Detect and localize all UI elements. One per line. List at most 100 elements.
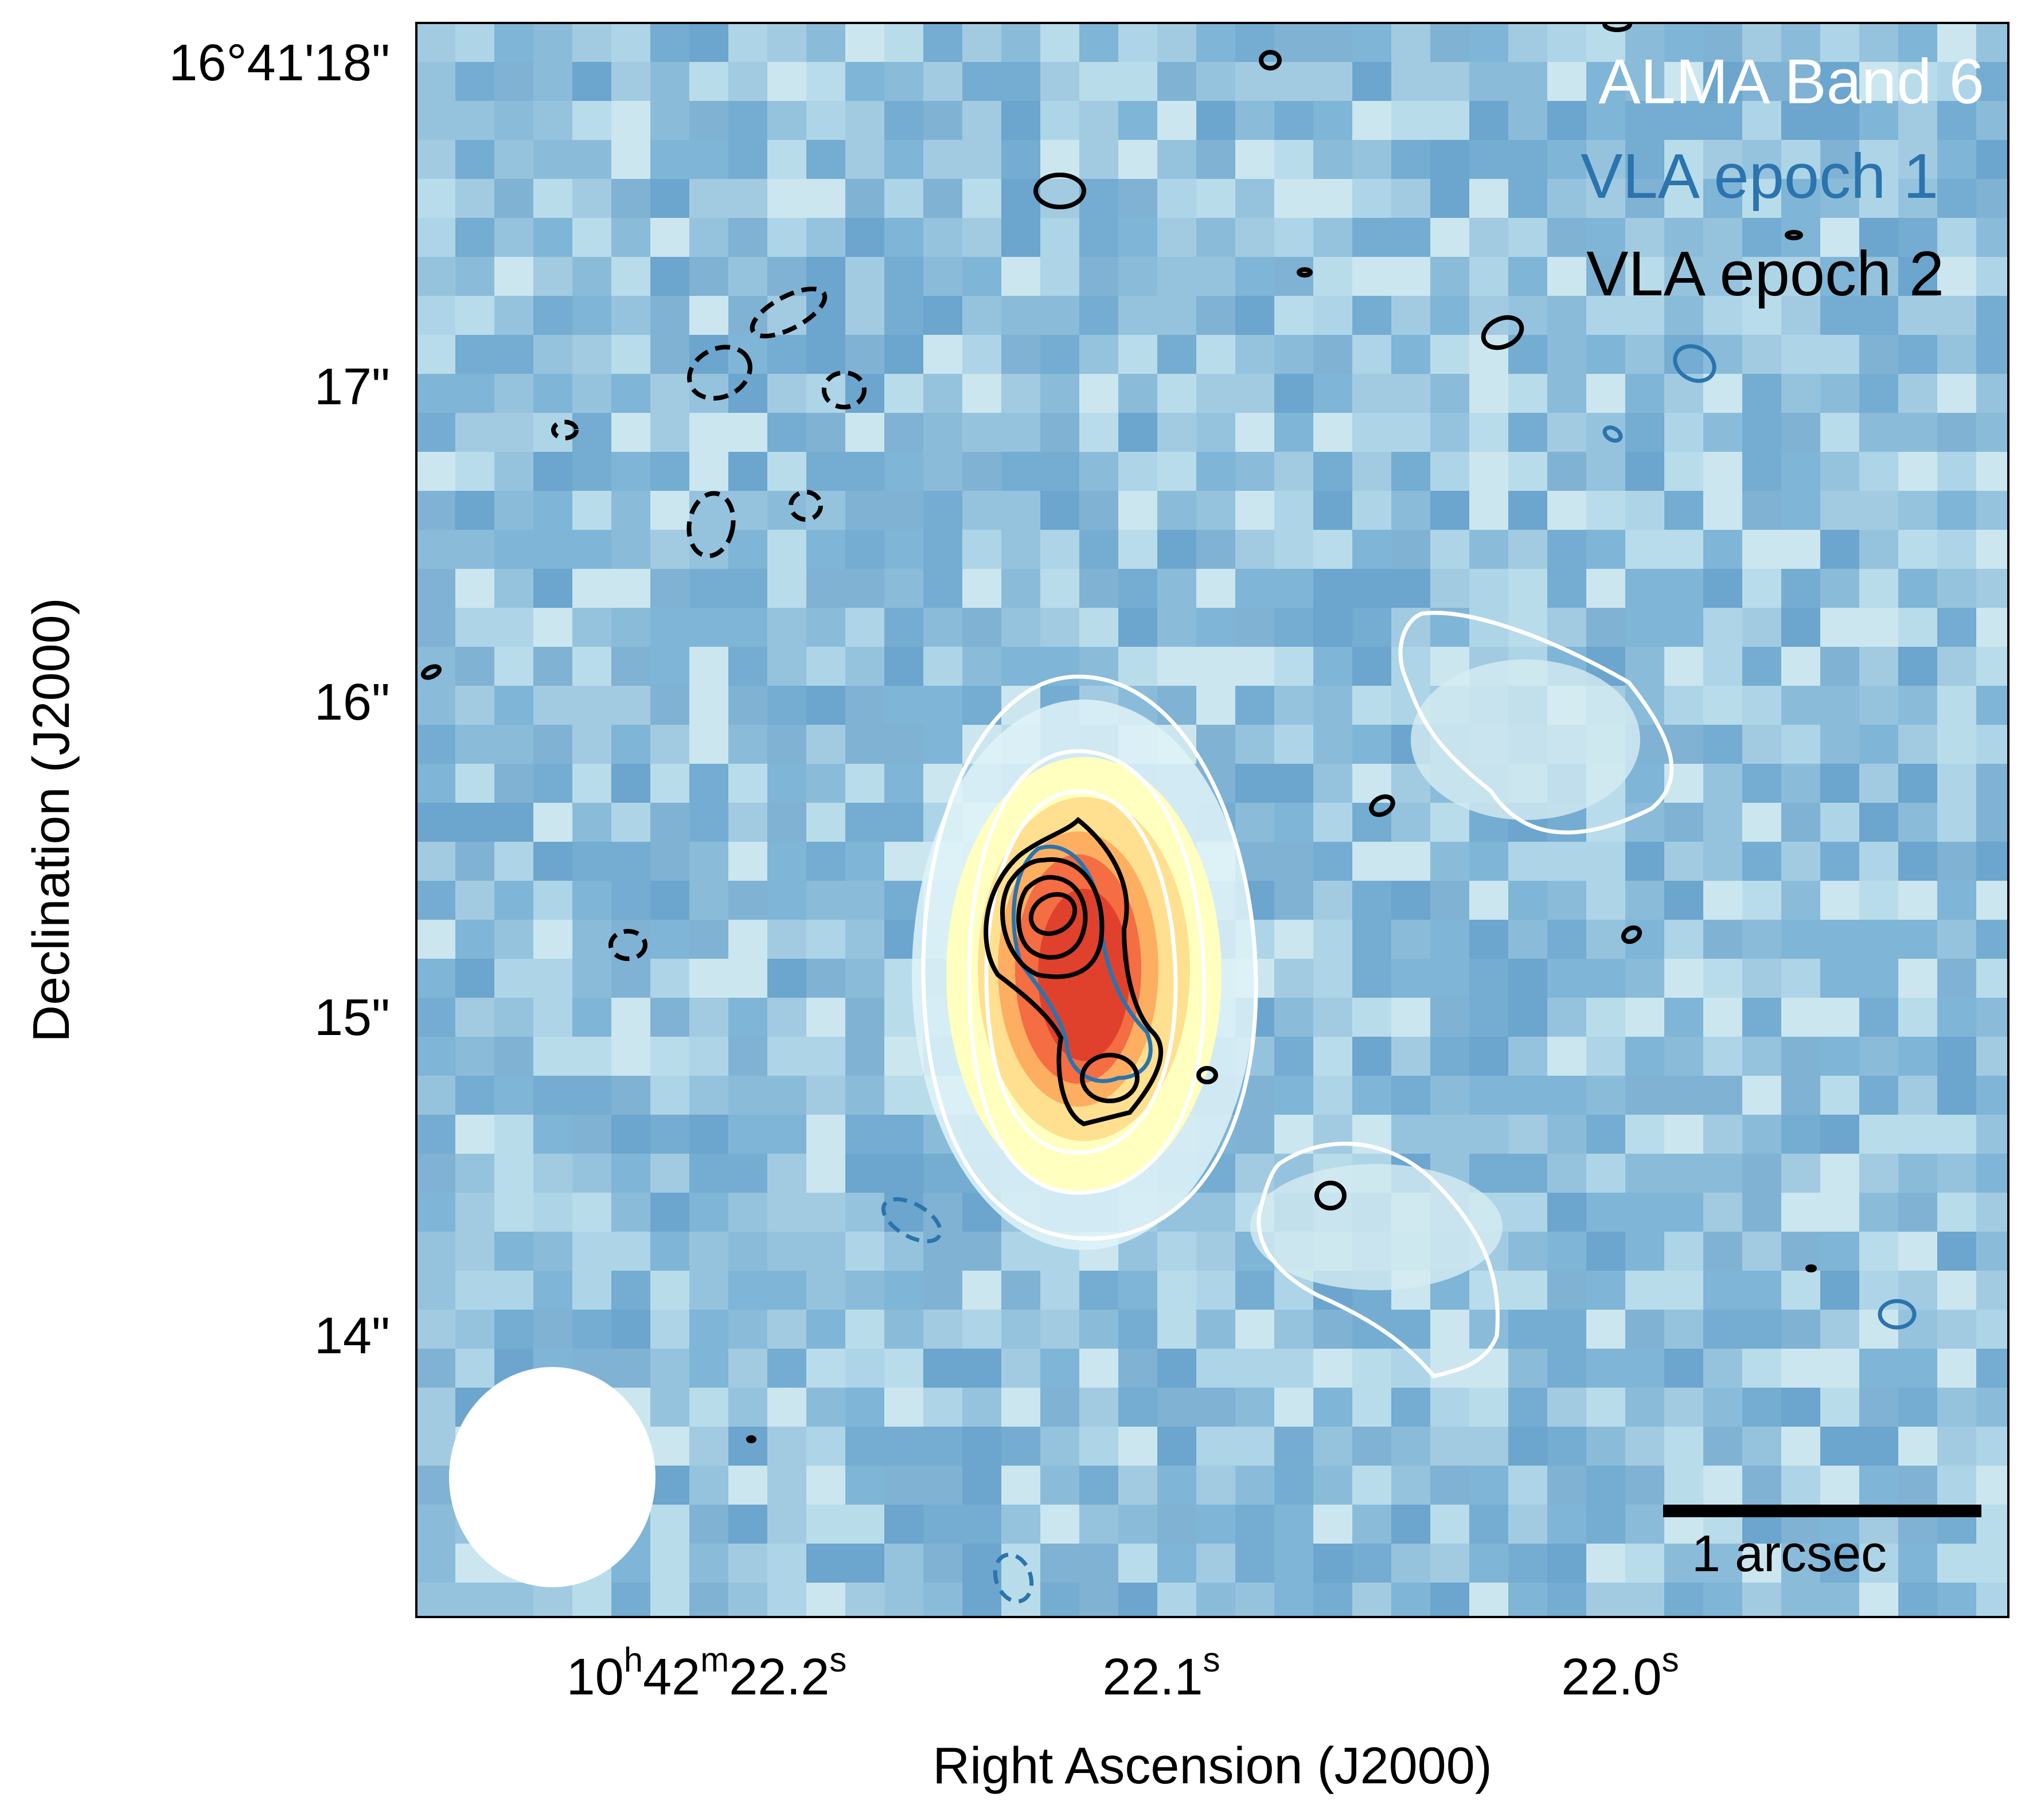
map-pixel xyxy=(1274,1388,1314,1427)
map-pixel xyxy=(1937,725,1977,764)
map-pixel xyxy=(1001,179,1041,218)
map-pixel xyxy=(962,140,1002,179)
map-pixel xyxy=(689,491,729,530)
map-pixel xyxy=(884,1232,924,1271)
map-pixel xyxy=(494,881,534,920)
map-pixel xyxy=(1196,62,1236,101)
map-pixel xyxy=(1079,101,1119,140)
map-pixel xyxy=(1352,62,1392,101)
map-pixel xyxy=(1313,998,1353,1037)
map-pixel xyxy=(1274,959,1314,998)
map-pixel xyxy=(1937,296,1977,335)
map-pixel xyxy=(1898,1154,1938,1193)
map-pixel xyxy=(1898,1193,1938,1232)
map-pixel xyxy=(533,1154,573,1193)
map-pixel xyxy=(1391,257,1431,296)
map-pixel xyxy=(455,530,495,569)
map-pixel xyxy=(1430,1115,1470,1154)
map-pixel xyxy=(1469,257,1509,296)
map-pixel xyxy=(1313,1427,1353,1466)
map-pixel xyxy=(1976,296,2008,335)
map-pixel xyxy=(1001,1388,1041,1427)
map-pixel xyxy=(1703,1232,1743,1271)
map-pixel xyxy=(1547,1466,1587,1505)
map-pixel xyxy=(1508,881,1548,920)
map-pixel xyxy=(767,413,807,452)
map-pixel xyxy=(1079,257,1119,296)
map-pixel xyxy=(1430,257,1470,296)
map-pixel xyxy=(455,101,495,140)
map-pixel xyxy=(1898,569,1938,608)
map-pixel xyxy=(494,1154,534,1193)
map-pixel xyxy=(1508,1349,1548,1388)
map-pixel xyxy=(1391,998,1431,1037)
map-pixel xyxy=(1742,725,1782,764)
map-pixel xyxy=(1781,725,1821,764)
map-pixel xyxy=(1040,374,1080,413)
map-pixel xyxy=(1625,335,1665,374)
map-pixel xyxy=(1079,491,1119,530)
map-pixel xyxy=(1781,179,1821,218)
map-pixel xyxy=(1859,1583,1899,1617)
map-pixel xyxy=(1742,23,1782,63)
map-pixel xyxy=(728,23,768,63)
map-pixel xyxy=(1469,569,1509,608)
map-pixel xyxy=(1898,1544,1938,1583)
map-pixel xyxy=(611,530,651,569)
map-pixel xyxy=(1352,647,1392,686)
map-pixel xyxy=(494,686,534,725)
map-pixel xyxy=(1625,257,1665,296)
map-pixel xyxy=(884,569,924,608)
map-pixel xyxy=(494,374,534,413)
map-pixel xyxy=(416,452,456,491)
map-pixel xyxy=(1040,1466,1080,1505)
map-pixel xyxy=(572,530,612,569)
map-pixel xyxy=(962,218,1002,257)
map-pixel xyxy=(1937,1544,1977,1583)
map-pixel xyxy=(1430,803,1470,842)
map-pixel xyxy=(884,1427,924,1466)
map-pixel xyxy=(1820,1310,1860,1349)
map-pixel xyxy=(1079,1583,1119,1617)
map-pixel xyxy=(767,140,807,179)
map-pixel xyxy=(1586,608,1626,647)
map-pixel xyxy=(1547,1193,1587,1232)
map-pixel xyxy=(1274,1505,1314,1544)
map-pixel xyxy=(1859,569,1899,608)
map-pixel xyxy=(1547,452,1587,491)
map-pixel xyxy=(1352,296,1392,335)
map-pixel xyxy=(1313,23,1353,63)
map-pixel xyxy=(1313,218,1353,257)
map-pixel xyxy=(1586,101,1626,140)
map-pixel xyxy=(1157,1349,1197,1388)
map-pixel xyxy=(1001,1271,1041,1310)
map-pixel xyxy=(1625,569,1665,608)
map-pixel xyxy=(1079,179,1119,218)
map-pixel xyxy=(1859,23,1899,63)
map-pixel xyxy=(1859,335,1899,374)
map-pixel xyxy=(572,647,612,686)
map-pixel xyxy=(494,1037,534,1076)
map-pixel xyxy=(1001,491,1041,530)
map-pixel xyxy=(572,764,612,803)
map-pixel xyxy=(1859,686,1899,725)
map-pixel xyxy=(1742,1466,1782,1505)
map-pixel xyxy=(1352,998,1392,1037)
map-pixel xyxy=(806,920,846,959)
map-pixel xyxy=(1118,1583,1158,1617)
map-pixel xyxy=(572,998,612,1037)
map-pixel xyxy=(689,608,729,647)
map-pixel xyxy=(1430,335,1470,374)
map-pixel xyxy=(1157,1583,1197,1617)
map-pixel xyxy=(416,101,456,140)
map-pixel xyxy=(416,1232,456,1271)
map-pixel xyxy=(962,23,1002,63)
map-pixel xyxy=(1352,23,1392,63)
map-pixel xyxy=(1235,1310,1275,1349)
map-pixel xyxy=(806,998,846,1037)
map-pixel xyxy=(1664,1232,1704,1271)
map-pixel xyxy=(1976,1544,2008,1583)
map-pixel xyxy=(494,413,534,452)
map-pixel xyxy=(845,881,885,920)
map-pixel xyxy=(455,374,495,413)
